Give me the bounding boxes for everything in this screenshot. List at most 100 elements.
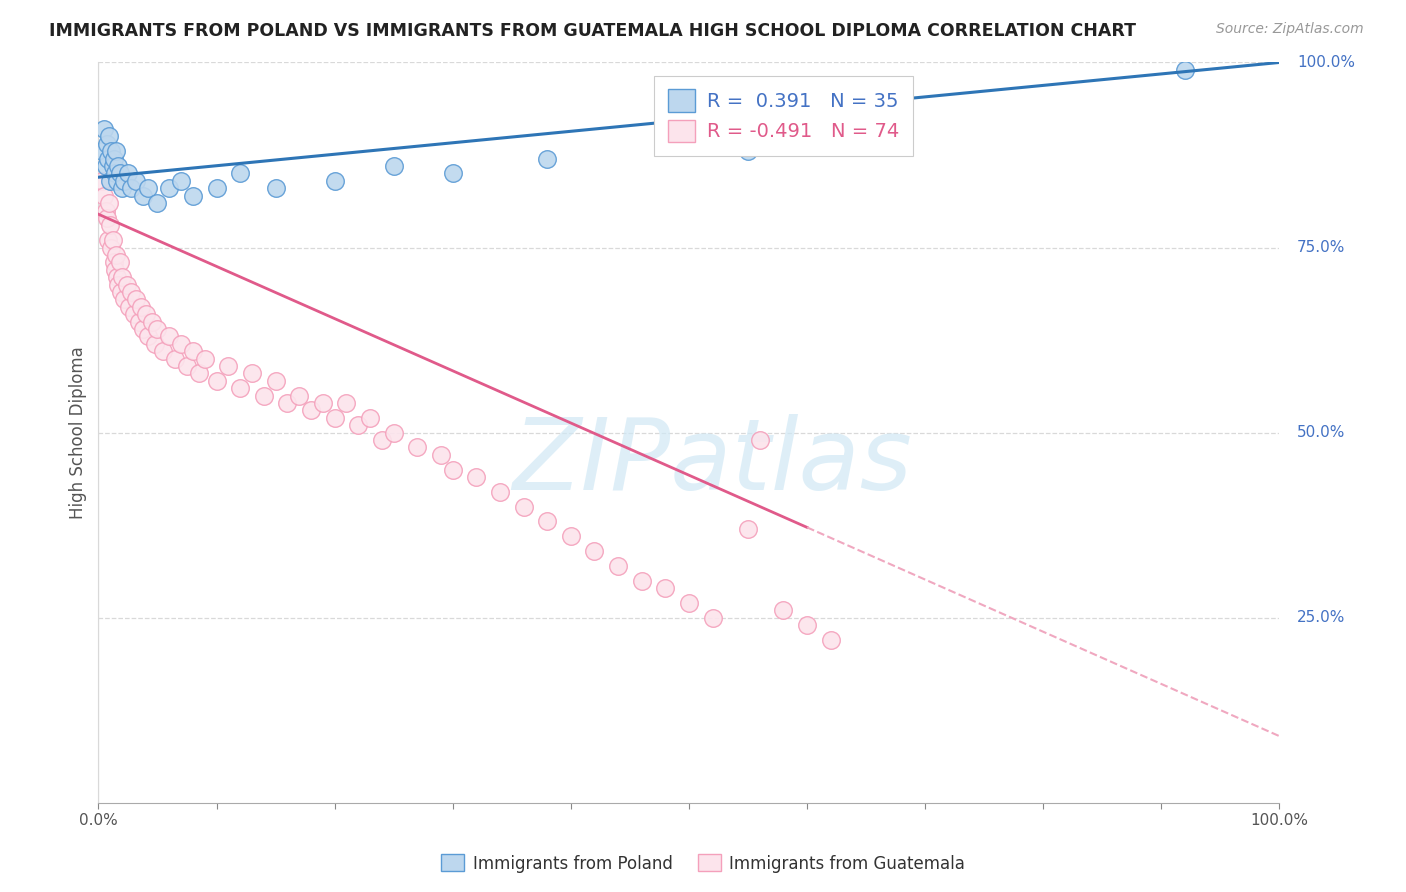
Text: Source: ZipAtlas.com: Source: ZipAtlas.com — [1216, 22, 1364, 37]
Point — [108, 166, 131, 180]
Point — [157, 329, 180, 343]
Point — [93, 122, 115, 136]
Point — [157, 181, 180, 195]
Point — [194, 351, 217, 366]
Point — [111, 181, 134, 195]
Point — [205, 181, 228, 195]
Point — [112, 174, 135, 188]
Point — [117, 166, 139, 180]
Point — [181, 188, 204, 202]
Point — [205, 374, 228, 388]
Point — [103, 255, 125, 269]
Point — [93, 188, 115, 202]
Point — [187, 367, 209, 381]
Point — [103, 152, 125, 166]
Point — [170, 174, 193, 188]
Point — [132, 322, 155, 336]
Point — [583, 544, 606, 558]
Point — [135, 307, 157, 321]
Point — [371, 433, 394, 447]
Point — [105, 145, 128, 159]
Point — [489, 484, 512, 499]
Point — [100, 240, 122, 255]
Y-axis label: High School Diploma: High School Diploma — [69, 346, 87, 519]
Point — [382, 425, 405, 440]
Point — [536, 152, 558, 166]
Point — [359, 410, 381, 425]
Point — [94, 159, 117, 173]
Point — [630, 574, 652, 588]
Point — [100, 145, 122, 159]
Point — [165, 351, 187, 366]
Point — [536, 515, 558, 529]
Point — [141, 314, 163, 328]
Point — [101, 233, 124, 247]
Point — [441, 462, 464, 476]
Point — [97, 233, 120, 247]
Point — [104, 166, 127, 180]
Point — [146, 196, 169, 211]
Point — [441, 166, 464, 180]
Point — [240, 367, 263, 381]
Point — [98, 219, 121, 233]
Point — [772, 603, 794, 617]
Text: IMMIGRANTS FROM POLAND VS IMMIGRANTS FROM GUATEMALA HIGH SCHOOL DIPLOMA CORRELAT: IMMIGRANTS FROM POLAND VS IMMIGRANTS FRO… — [49, 22, 1136, 40]
Point — [111, 270, 134, 285]
Point — [107, 277, 129, 292]
Point — [91, 174, 114, 188]
Point — [112, 293, 135, 307]
Point — [105, 248, 128, 262]
Text: 75.0%: 75.0% — [1298, 240, 1346, 255]
Point — [323, 174, 346, 188]
Text: 100.0%: 100.0% — [1298, 55, 1355, 70]
Point — [229, 166, 252, 180]
Point — [229, 381, 252, 395]
Point — [125, 174, 148, 188]
Point — [132, 188, 155, 202]
Point — [96, 211, 118, 225]
Point — [607, 558, 630, 573]
Point — [94, 203, 117, 218]
Point — [170, 336, 193, 351]
Text: ZIPatlas: ZIPatlas — [513, 414, 912, 511]
Point — [264, 374, 287, 388]
Point — [125, 293, 148, 307]
Point — [97, 152, 120, 166]
Point — [118, 300, 141, 314]
Point — [98, 196, 121, 211]
Point — [176, 359, 198, 373]
Point — [107, 159, 129, 173]
Point — [382, 159, 405, 173]
Point — [796, 618, 818, 632]
Point — [654, 581, 676, 595]
Text: 50.0%: 50.0% — [1298, 425, 1346, 440]
Point — [465, 470, 488, 484]
Point — [253, 388, 276, 402]
Point — [748, 433, 770, 447]
Point — [146, 322, 169, 336]
Point — [98, 129, 121, 144]
Point — [820, 632, 842, 647]
Legend: R =  0.391   N = 35, R = -0.491   N = 74: R = 0.391 N = 35, R = -0.491 N = 74 — [654, 76, 912, 156]
Point — [347, 418, 370, 433]
Point — [143, 336, 166, 351]
Point — [128, 314, 150, 328]
Point — [121, 285, 143, 299]
Point — [110, 285, 132, 299]
Point — [702, 610, 724, 624]
Point — [115, 277, 138, 292]
Point — [512, 500, 534, 514]
Point — [1174, 62, 1197, 77]
Point — [406, 441, 429, 455]
Point — [122, 307, 145, 321]
Point — [276, 396, 298, 410]
Point — [560, 529, 582, 543]
Point — [121, 181, 143, 195]
Point — [105, 270, 128, 285]
Point — [105, 174, 128, 188]
Point — [129, 300, 152, 314]
Point — [299, 403, 322, 417]
Point — [737, 145, 759, 159]
Point — [288, 388, 311, 402]
Point — [101, 159, 124, 173]
